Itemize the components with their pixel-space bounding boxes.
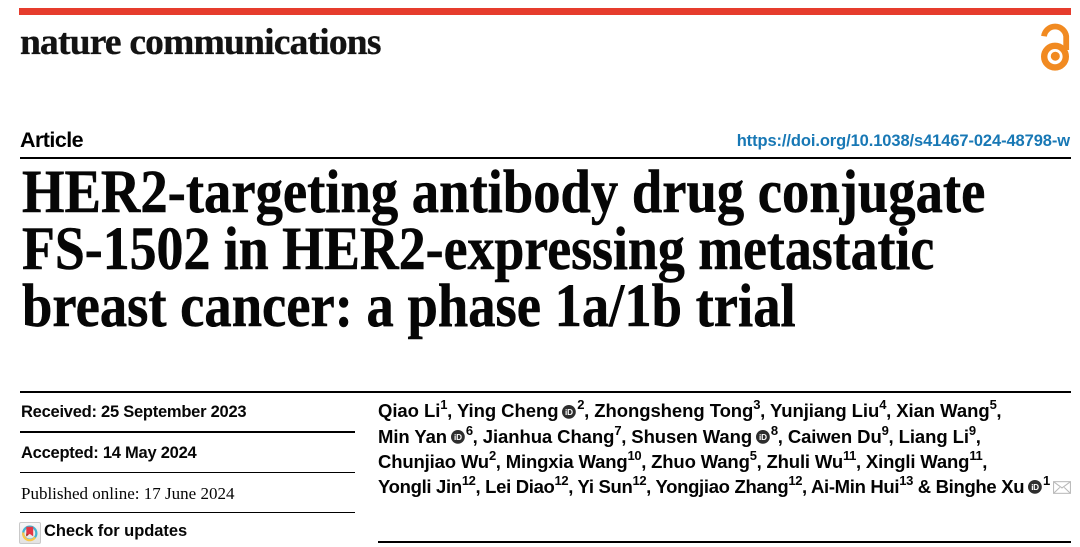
svg-text:iD: iD	[454, 433, 462, 442]
svg-text:iD: iD	[1031, 483, 1039, 492]
svg-text:iD: iD	[759, 433, 767, 442]
svg-text:iD: iD	[565, 408, 573, 417]
